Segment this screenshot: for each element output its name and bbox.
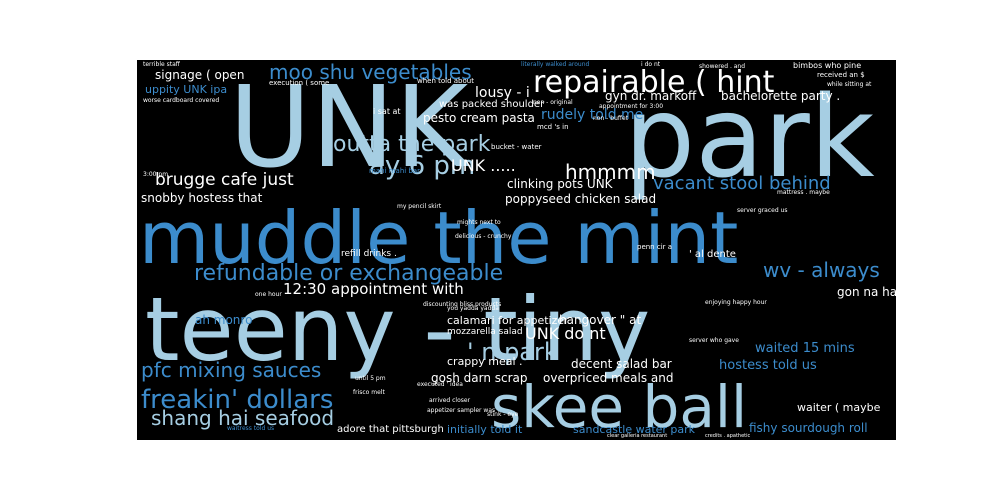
word-bachelorette: bachelorette party . (721, 89, 841, 103)
word-misc: appetizer sampler was (427, 407, 496, 414)
word-misc: literally walked around (521, 61, 590, 68)
word-hostess-told: hostess told us (719, 358, 817, 373)
word-mozzarella: mozzarella salad (447, 327, 523, 337)
word-hangover: hangover " at (559, 313, 642, 327)
word-misc: credits . apathetic (705, 433, 751, 439)
word-hmmmm: hmmmm (565, 160, 656, 184)
word-misc: i do nt (641, 61, 661, 68)
word-signage: signage ( open (155, 68, 245, 82)
word-park: park (624, 73, 875, 203)
word-teeny-tiny: teeny - tiny (145, 278, 651, 381)
word-ah-monro: ah monro (195, 313, 253, 327)
word-waiter: waiter ( maybe (797, 401, 881, 414)
word-misc: mights next to (457, 219, 501, 226)
word-misc: frisco melt (353, 389, 385, 396)
word-uppity: uppity UNK ipa (145, 83, 228, 96)
word-misc: bimbos who pine (793, 61, 862, 70)
word-misc: delicious - crunchy (455, 233, 512, 240)
word-refundable: refundable or exchangeable (194, 261, 504, 286)
word-was-packed: was packed shoulder (439, 99, 545, 110)
word-vacant-stool: vacant stool behind (653, 173, 831, 194)
word-poppyseed: poppyseed chicken salad (505, 192, 657, 206)
word-misc: showered . and (699, 63, 746, 70)
word-initially: initially told it (447, 423, 523, 436)
word-misc: non - original (533, 99, 573, 106)
word-misc: while sitting at (827, 81, 872, 88)
word-pesto: pesto cream pasta (423, 111, 535, 125)
word-misc: executed ' idea (417, 381, 463, 388)
word-misc: appointment for 3:00 (599, 103, 664, 110)
word-misc: mahi mahi bar (369, 167, 421, 175)
word-misc: execution ( some (269, 79, 330, 87)
word-misc: discounting bliss products (423, 301, 502, 308)
word-fishy: fishy sourdough roll (749, 421, 868, 435)
word-appointment: 12:30 appointment with (283, 280, 464, 298)
word-al-dente: ' al dente (689, 249, 736, 260)
word-ay-6pm: ay 6 pm (369, 151, 476, 181)
word-misc: when told about (417, 77, 474, 85)
word-misc: terrible staff (143, 61, 180, 68)
word-sandcastle: sandcastle water park (573, 423, 696, 436)
word-misc: received an $ (817, 71, 865, 79)
word-misc: stink - eye (487, 411, 519, 418)
word-freakin-dollars: freakin' dollars (141, 385, 334, 415)
word-misc: clear galleria restaurant (607, 433, 668, 439)
word-calamari: calamari for appetizer (447, 314, 569, 327)
word-misc: non - buffet (593, 115, 629, 122)
word-skee-ball: skee ball (491, 373, 748, 440)
word-cloud: UNK park muddle the mint teeny - tiny sk… (137, 60, 896, 440)
word-muddle-the-mint: muddle the mint (139, 196, 739, 280)
word-gosh: gosh darn scrap (431, 371, 528, 385)
word-overpriced: overpriced meals and (543, 371, 674, 385)
word-outta-the-park: outta the park (333, 132, 491, 157)
word-misc: 3:00 pm (143, 171, 169, 178)
word-waited: waited 15 mins (755, 341, 855, 356)
word-misc: until 5 pm (355, 375, 386, 382)
word-misc: penn cir a (637, 243, 673, 251)
word-misc: enjoying happy hour (705, 299, 767, 306)
word-gyn: gyn dr. markoff (605, 89, 697, 103)
word-n-park: ' n park (467, 338, 558, 366)
word-moo-shu: moo shu vegetables (269, 60, 472, 84)
word-misc: bucket - water (491, 143, 542, 151)
word-adore: adore that pittsburgh (337, 424, 444, 435)
word-snobby-hostess: snobby hostess that (141, 191, 263, 205)
word-unk-do-nt: UNK do nt (525, 324, 606, 343)
word-wv-always: wv - always (763, 258, 880, 282)
word-misc: waitress told us (227, 425, 275, 432)
word-misc: i sat at (373, 107, 401, 116)
word-clinking-pots: clinking pots UNK (507, 177, 613, 191)
word-misc: arrived closer (429, 397, 471, 404)
word-misc: server who gave (689, 337, 739, 344)
word-misc: mcd 's in (537, 123, 569, 131)
word-rudely: rudely told me (541, 107, 644, 123)
word-unk-dots: UNK ..... (451, 156, 516, 175)
word-refill: refill drinks . (341, 249, 397, 259)
word-shang-hai: shang hai seafood (151, 406, 335, 430)
word-repairable: repairable ( hint (533, 65, 775, 100)
word-misc: you yadda yadda (447, 305, 499, 312)
word-pfc: pfc mixing sauces (141, 358, 322, 382)
word-decent: decent salad bar (571, 357, 672, 371)
word-misc: one hour (255, 291, 282, 298)
word-misc: mattress . maybe (777, 189, 830, 196)
word-misc: server graced us (737, 207, 788, 214)
word-unk: UNK (229, 63, 469, 193)
word-crappy: crappy meal . (447, 355, 523, 368)
word-brugge-cafe: brugge cafe just (155, 170, 294, 190)
word-misc: worse cardboard covered (143, 97, 220, 104)
word-lousy: lousy - i (475, 85, 530, 101)
word-misc: my pencil skirt (397, 203, 442, 210)
word-gon-na: gon na have (837, 285, 896, 299)
